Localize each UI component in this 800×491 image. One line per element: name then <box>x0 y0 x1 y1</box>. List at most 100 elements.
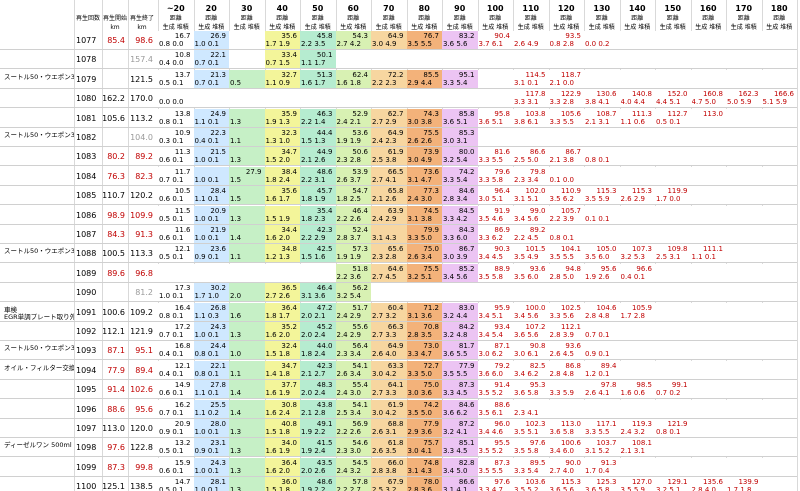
distance-value: 75.5 <box>423 264 439 273</box>
gen-dep-value: 2.8 3.7 <box>336 234 362 242</box>
distance-value: 115.3 <box>560 478 581 487</box>
cell-band <box>193 31 229 50</box>
distance-value: 84.6 <box>458 400 475 409</box>
gen-dep-value: 1.4 <box>230 234 242 242</box>
gen-dep-value: 3.2 5.3 <box>620 253 646 262</box>
distance-label: 距離 <box>205 15 218 22</box>
cell-band <box>761 263 797 283</box>
cell-band <box>406 128 442 147</box>
distance-value: 51.7 <box>352 303 368 312</box>
gen-dep-value: 2.3 3.4 <box>336 350 362 359</box>
cell-band <box>548 380 584 400</box>
cell-band <box>584 225 620 244</box>
cell-band <box>726 31 762 50</box>
regen-id: 1079 <box>76 74 97 84</box>
distance-label: 距離 <box>773 15 786 22</box>
gen-dep-value: 3.5 5.5 <box>549 253 575 262</box>
cell-band <box>726 244 762 264</box>
cell-band <box>477 147 513 167</box>
gen-dep-value: 3.2 4.4 <box>443 311 468 320</box>
cell-band <box>229 263 265 283</box>
cell-band <box>619 380 655 400</box>
distance-value: 130.6 <box>596 90 617 99</box>
distance-value: 21.3 <box>210 70 226 79</box>
distance-value: 97.8 <box>600 381 617 390</box>
cell-band <box>158 399 194 419</box>
distance-value: 84.5 <box>458 206 475 215</box>
gen-dep-value: 3.4 4.5 <box>478 253 504 262</box>
gen-dep-value: 1.1 1.7 <box>301 59 326 68</box>
cell-band <box>442 50 478 70</box>
gen-dep-value: 1.8 1.7 <box>265 311 291 320</box>
gen-dep-value: 1.3 <box>230 447 242 456</box>
distance-value: 13.7 <box>174 70 191 79</box>
row-line <box>0 31 158 50</box>
gen-dep-value: 0.7 0.1 <box>159 175 184 184</box>
distance-value: 81.6 <box>494 148 510 157</box>
cell-band <box>655 205 691 225</box>
cell-band <box>513 438 549 458</box>
distance-value: 66.0 <box>387 458 404 467</box>
distance-value: 23.1 <box>210 439 226 448</box>
cell-band <box>371 263 407 283</box>
cell-band <box>690 89 726 109</box>
sub-label: 生成 堆積 <box>269 24 296 31</box>
regen-end: 99.8 <box>135 462 153 472</box>
cell-band <box>584 438 620 458</box>
gen-dep-value: 3.3 4.5 <box>443 447 468 456</box>
cell-band <box>406 341 442 361</box>
cell-band <box>477 302 513 322</box>
regen-start: 80.2 <box>107 152 125 162</box>
cell-band <box>584 399 620 419</box>
gen-dep-value: 2.7 3.3 <box>372 331 397 339</box>
distance-value: 119.3 <box>631 420 652 428</box>
cell-band <box>477 225 513 244</box>
cell-band <box>193 477 229 491</box>
distance-value: 73.9 <box>423 148 439 157</box>
distance-value: 16.7 <box>174 32 191 40</box>
gen-dep-value: 3.0 3.8 <box>407 117 433 126</box>
gen-dep-value: 1.5 1.8 <box>265 350 291 359</box>
cell-band <box>513 341 549 361</box>
cell-band <box>300 360 336 380</box>
cell-band <box>300 302 336 322</box>
cell-band <box>335 263 371 283</box>
cell-band <box>406 69 442 89</box>
gen-dep-value: 2.1 0.0 <box>549 78 575 87</box>
gen-dep-value: 1.6 1.9 <box>265 389 291 398</box>
cell-band <box>584 31 620 50</box>
cell-band <box>193 341 229 361</box>
cell-band <box>548 322 584 341</box>
cell-band <box>690 263 726 283</box>
gen-dep-value: 2.8 3.5 <box>407 331 433 339</box>
gen-dep-value: 3.2 5.4 <box>443 156 468 165</box>
distance-value: 115.3 <box>596 187 617 196</box>
cell-band <box>619 186 655 206</box>
cell-band <box>584 205 620 225</box>
distance-value: 86.9 <box>494 226 510 234</box>
distance-value: 91.4 <box>494 381 510 390</box>
cell-band <box>442 283 478 303</box>
cell-band <box>619 147 655 167</box>
gen-dep-value: 2.2 4.5 <box>514 234 539 242</box>
cell-band <box>371 205 407 225</box>
cell-band <box>193 244 229 264</box>
distance-value: 101.5 <box>525 245 546 254</box>
gen-dep-value: 2.2 2.9 <box>301 234 326 242</box>
distance-value: 14.9 <box>174 381 191 390</box>
cell-band <box>335 89 371 109</box>
distance-value: 94.8 <box>565 264 581 273</box>
gen-dep-value: 1.6 0.6 <box>620 389 646 398</box>
gen-dep-value: 2.4 2.9 <box>372 214 397 223</box>
cell-band <box>726 322 762 341</box>
gen-dep-value: 1.6 1.9 <box>265 447 291 456</box>
row-line <box>0 89 158 109</box>
gen-dep-value: 2.6 4.0 <box>372 350 397 359</box>
regen-end: 109.2 <box>130 307 153 317</box>
gen-dep-value: 1.4 1.8 <box>265 369 291 378</box>
gen-dep-value: 3.3 6.2 <box>478 234 504 242</box>
regen-id: 1098 <box>76 443 97 453</box>
cell-band <box>477 128 513 147</box>
gen-dep-value: 3.4 5.6 <box>514 311 539 320</box>
cell-band <box>761 244 797 264</box>
